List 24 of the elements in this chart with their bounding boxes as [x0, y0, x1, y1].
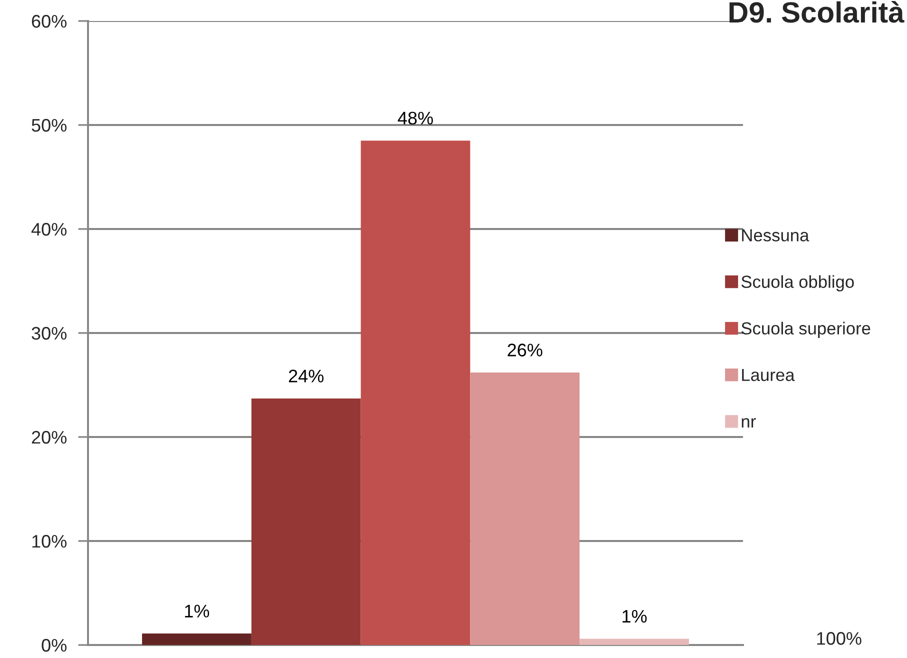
data-label: 26%	[508, 344, 542, 356]
bar	[142, 634, 252, 645]
y-tick-label: 30%	[32, 326, 67, 340]
legend-label: Nessuna	[742, 229, 810, 242]
y-tick-label: 0%	[42, 638, 67, 652]
y-tick-label: 50%	[32, 118, 67, 132]
legend-label: nr	[742, 418, 756, 428]
legend-label: Scuola obbligo	[741, 275, 854, 292]
y-tick-label: 60%	[32, 14, 67, 28]
y-tick-label: 40%	[31, 222, 67, 236]
legend-label: Scuola superiore	[741, 322, 870, 338]
bar	[580, 638, 689, 645]
text: D9. Scolarità	[730, 1, 904, 23]
data-label: 48%	[398, 112, 433, 125]
legend-label: Laurea	[742, 368, 795, 382]
y-tick-label: 10%	[32, 534, 67, 548]
bar	[470, 372, 580, 645]
data-label: 1%	[185, 604, 210, 618]
text: 100%	[817, 632, 862, 645]
data-label: 1%	[622, 610, 647, 623]
bar	[360, 140, 470, 645]
data-label: 24%	[288, 370, 324, 382]
y-tick-label: 20%	[32, 430, 67, 444]
bar	[251, 398, 361, 645]
